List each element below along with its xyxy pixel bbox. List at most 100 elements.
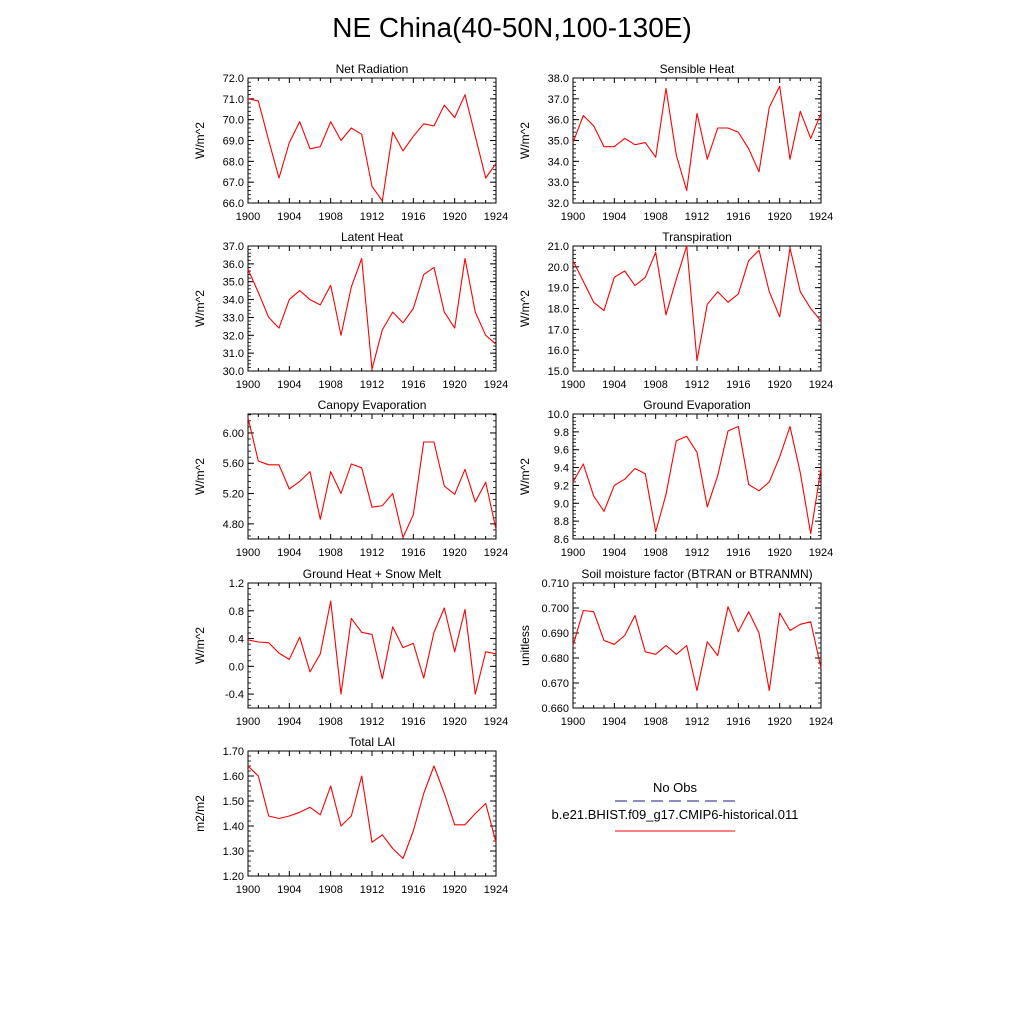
series-line bbox=[247, 417, 497, 539]
panel-title: Ground Heat + Snow Melt bbox=[303, 567, 442, 581]
x-tick-label: 1900 bbox=[236, 716, 260, 728]
y-tick-label: 19.0 bbox=[548, 283, 569, 295]
plot-frame bbox=[572, 245, 822, 372]
y-tick-label: 0.660 bbox=[541, 703, 569, 715]
x-tick-label: 1924 bbox=[809, 211, 833, 223]
y-tick-label: 1.40 bbox=[223, 821, 244, 833]
y-axis-label: W/m^2 bbox=[193, 122, 207, 159]
y-tick-label: 21.0 bbox=[548, 241, 569, 253]
legend: No Obs b.e21.BHIST.f09_g17.CMIP6-historic… bbox=[552, 780, 798, 832]
x-tick-label: 1908 bbox=[643, 716, 667, 728]
y-axis-label: W/m^2 bbox=[518, 458, 532, 495]
y-tick-label: 72.0 bbox=[223, 73, 244, 85]
x-tick-label: 1916 bbox=[726, 547, 750, 559]
x-tick-label: 1912 bbox=[685, 379, 709, 391]
y-tick-label: 1.70 bbox=[223, 746, 244, 758]
y-tick-label: 1.2 bbox=[229, 578, 244, 590]
x-tick-label: 1924 bbox=[809, 547, 833, 559]
x-tick-label: 1920 bbox=[767, 379, 791, 391]
panel-transpiration: 1900 1904 1908 1912 1916 1920 1924 15.0 16.0 17.0… bbox=[518, 230, 833, 391]
panel-net-radiation: 1900 1904 1908 1912 1916 1920 1924 66.0 67.0 68.0… bbox=[193, 62, 508, 223]
y-tick-label: 35.0 bbox=[223, 277, 244, 289]
x-tick-label: 1916 bbox=[401, 716, 425, 728]
x-tick-label: 1912 bbox=[685, 716, 709, 728]
x-tick-label: 1916 bbox=[401, 547, 425, 559]
y-tick-label: 38.0 bbox=[548, 73, 569, 85]
y-tick-label: 18.0 bbox=[548, 304, 569, 316]
y-tick-label: 0.0 bbox=[229, 661, 244, 673]
x-tick-label: 1916 bbox=[401, 379, 425, 391]
y-tick-label: 36.0 bbox=[223, 259, 244, 271]
series-line bbox=[247, 600, 497, 695]
x-tick-label: 1900 bbox=[236, 884, 260, 896]
y-tick-label: 15.0 bbox=[548, 366, 569, 378]
legend-label-no-obs: No Obs bbox=[653, 780, 698, 795]
x-tick-label: 1912 bbox=[360, 379, 384, 391]
y-tick-label: 37.0 bbox=[223, 241, 244, 253]
x-tick-label: 1904 bbox=[277, 716, 301, 728]
y-tick-label: 1.60 bbox=[223, 771, 244, 783]
x-tick-label: 1908 bbox=[643, 547, 667, 559]
panel-title: Transpiration bbox=[662, 230, 732, 244]
plot-frame bbox=[247, 750, 497, 877]
y-tick-label: 68.0 bbox=[223, 156, 244, 168]
plot-frame bbox=[247, 245, 497, 372]
panel-sensible-heat: 1900 1904 1908 1912 1916 1920 1924 32.0 33.0 34.0… bbox=[518, 62, 833, 223]
y-axis-label: W/m^2 bbox=[193, 458, 207, 495]
panel-ground-heat-snow-melt: 1900 1904 1908 1912 1916 1920 1924 -0.4 0.0 0.4 0.… bbox=[193, 567, 508, 728]
panel-title: Latent Heat bbox=[341, 230, 404, 244]
series-line bbox=[572, 606, 822, 692]
y-axis-label: W/m^2 bbox=[193, 627, 207, 664]
series-line bbox=[247, 765, 497, 860]
y-tick-label: 1.50 bbox=[223, 796, 244, 808]
x-tick-label: 1908 bbox=[643, 379, 667, 391]
y-tick-label: 4.80 bbox=[223, 519, 244, 531]
y-tick-label: 8.6 bbox=[554, 534, 569, 546]
y-axis-label: W/m^2 bbox=[518, 122, 532, 159]
y-tick-label: 0.710 bbox=[541, 578, 569, 590]
y-tick-label: 66.0 bbox=[223, 198, 244, 210]
plot-frame bbox=[572, 413, 822, 540]
y-axis-label: m2/m2 bbox=[193, 795, 207, 832]
y-tick-label: 32.0 bbox=[223, 330, 244, 342]
panel-title: Net Radiation bbox=[336, 62, 409, 76]
x-tick-label: 1908 bbox=[643, 211, 667, 223]
y-tick-label: 1.30 bbox=[223, 846, 244, 858]
panel-title: Soil moisture factor (BTRAN or BTRANMN) bbox=[581, 567, 812, 581]
panel-canopy-evaporation: 1900 1904 1908 1912 1916 1920 1924 4.80 5.20 5.60… bbox=[193, 398, 508, 559]
x-tick-label: 1924 bbox=[484, 716, 508, 728]
x-tick-label: 1904 bbox=[277, 379, 301, 391]
y-tick-label: 6.00 bbox=[223, 428, 244, 440]
y-tick-label: 0.4 bbox=[229, 634, 244, 646]
plot-frame bbox=[247, 582, 497, 709]
y-tick-label: 35.0 bbox=[548, 136, 569, 148]
x-tick-label: 1912 bbox=[685, 547, 709, 559]
y-tick-label: 0.700 bbox=[541, 603, 569, 615]
x-tick-label: 1904 bbox=[602, 211, 626, 223]
panel-title: Total LAI bbox=[349, 735, 396, 749]
y-axis-label: W/m^2 bbox=[518, 290, 532, 327]
x-tick-label: 1908 bbox=[318, 716, 342, 728]
panel-soil-moisture-factor-btran-or-btranmn: 1900 1904 1908 1912 1916 1920 1924 0.660 0.670 0.… bbox=[518, 567, 833, 728]
x-tick-label: 1908 bbox=[318, 884, 342, 896]
series-line bbox=[572, 425, 822, 535]
series-line bbox=[247, 257, 497, 370]
x-tick-label: 1920 bbox=[767, 211, 791, 223]
x-tick-label: 1900 bbox=[236, 379, 260, 391]
x-tick-label: 1916 bbox=[726, 379, 750, 391]
x-tick-label: 1912 bbox=[685, 211, 709, 223]
y-tick-label: 31.0 bbox=[223, 348, 244, 360]
x-tick-label: 1924 bbox=[484, 211, 508, 223]
x-tick-label: 1920 bbox=[442, 211, 466, 223]
x-tick-label: 1912 bbox=[360, 884, 384, 896]
y-tick-label: 71.0 bbox=[223, 94, 244, 106]
x-tick-label: 1904 bbox=[277, 547, 301, 559]
y-tick-label: 34.0 bbox=[223, 295, 244, 307]
x-tick-label: 1904 bbox=[602, 716, 626, 728]
plot-frame bbox=[572, 77, 822, 204]
x-tick-label: 1924 bbox=[809, 379, 833, 391]
x-tick-label: 1924 bbox=[809, 716, 833, 728]
x-tick-label: 1916 bbox=[401, 884, 425, 896]
x-tick-label: 1900 bbox=[561, 716, 585, 728]
y-tick-label: 9.4 bbox=[554, 463, 569, 475]
